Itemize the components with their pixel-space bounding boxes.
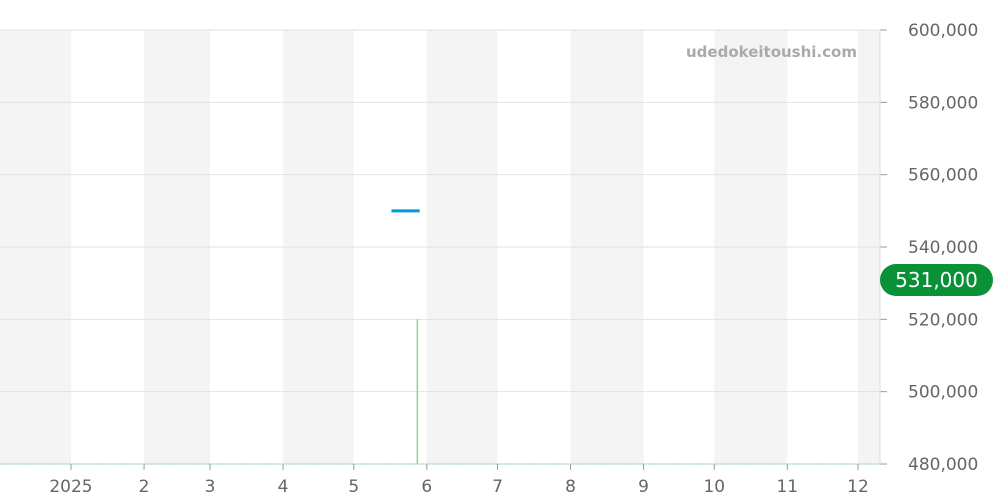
y-tick-label: 500,000 [908,383,978,403]
x-tick-label: 6 [421,477,432,497]
x-tick-label: 5 [348,477,359,497]
x-tick-label: 11 [776,477,798,497]
x-tick-label: 4 [278,477,289,497]
x-tick-label: 2 [139,477,150,497]
current-price-badge: 531,000 [880,264,993,296]
x-tick-label: 9 [638,477,649,497]
watermark: udedokeitoushi.com [686,43,857,61]
x-tick-label: 12 [847,477,869,497]
y-tick-label: 540,000 [908,238,978,258]
x-tick-label: 8 [565,477,576,497]
y-tick-label: 580,000 [908,93,978,113]
x-tick-label: 10 [703,477,725,497]
x-tick-label: 7 [492,477,503,497]
y-tick-label: 520,000 [908,310,978,330]
x-tick-label: 3 [205,477,216,497]
y-tick-label: 560,000 [908,166,978,186]
x-tick-label: 2025 [49,477,92,497]
y-tick-label: 480,000 [908,455,978,475]
y-tick-label: 600,000 [908,21,978,41]
